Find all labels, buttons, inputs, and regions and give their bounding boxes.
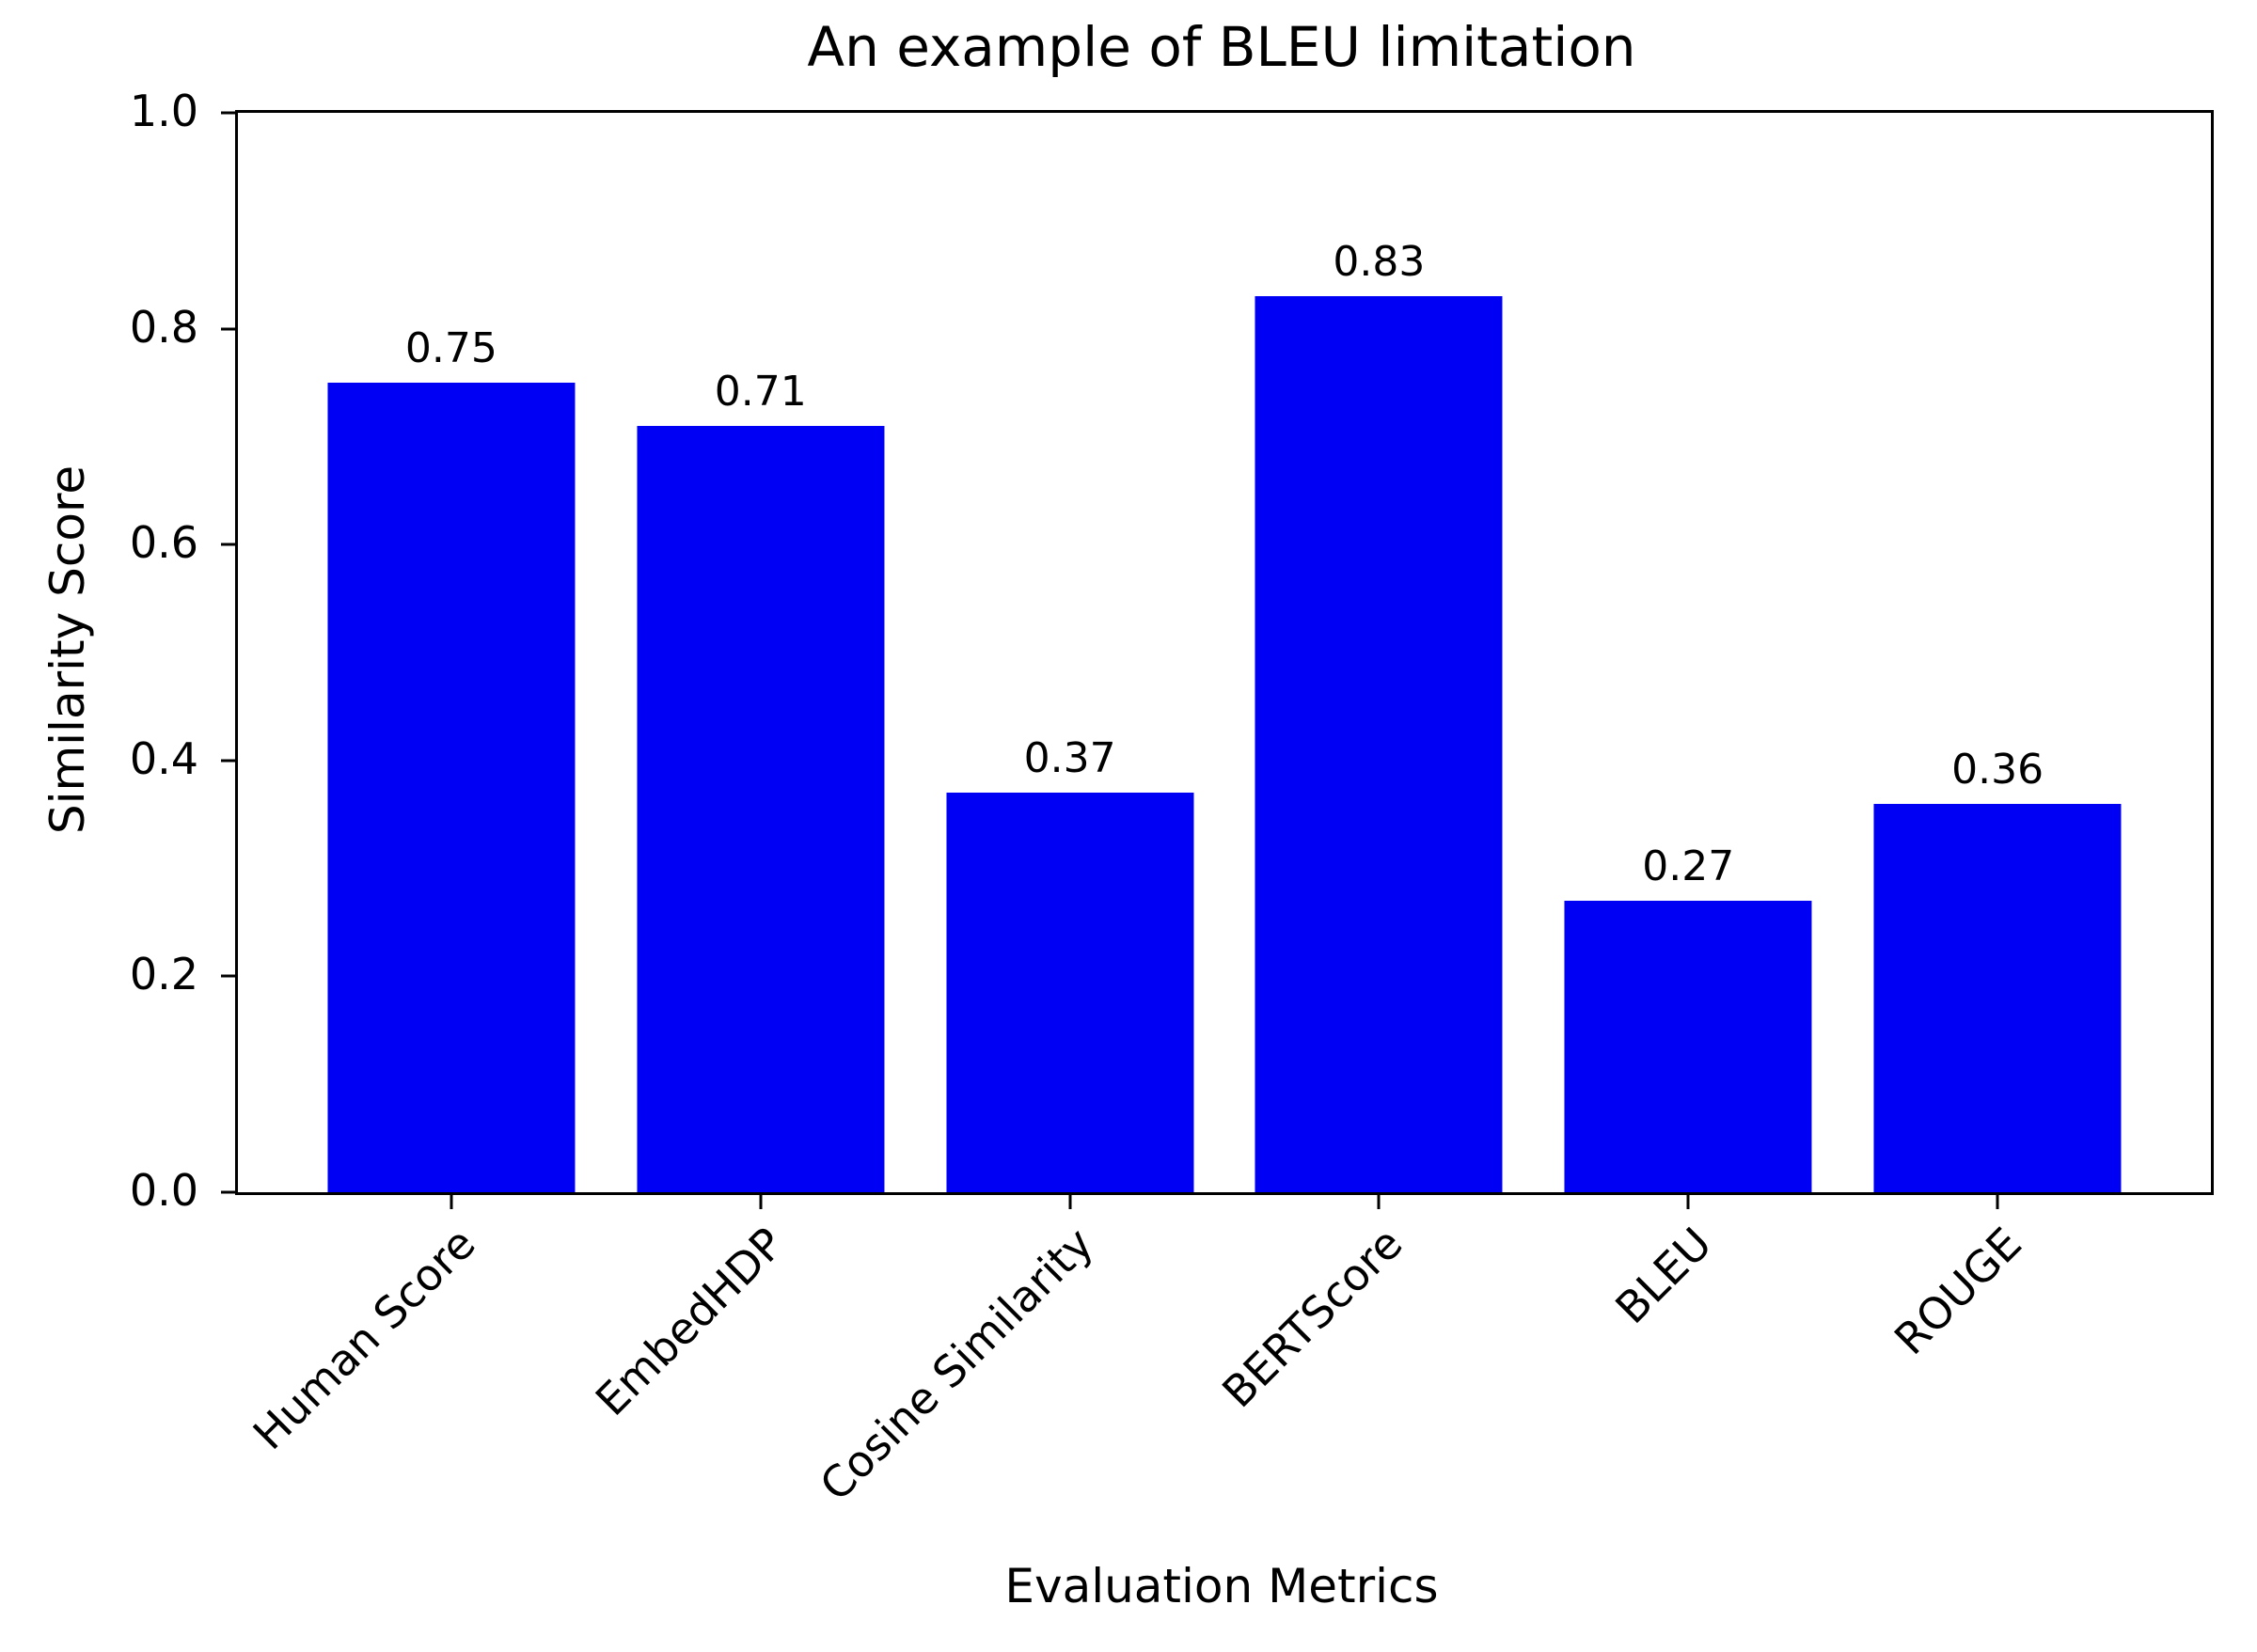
bar-value-label-human-score: 0.75 xyxy=(404,324,497,372)
bar-cosine-similarity xyxy=(946,793,1194,1192)
bar-human-score xyxy=(327,383,576,1192)
y-axis-label: Similarity Score xyxy=(40,464,95,835)
x-tick-label-human-score: Human Score xyxy=(243,1218,485,1460)
x-tick-mark xyxy=(1068,1195,1072,1209)
bar-value-label-bertscore: 0.83 xyxy=(1333,238,1426,287)
x-tick-label-cosine-similarity: Cosine Similarity xyxy=(810,1218,1103,1511)
y-tick-mark xyxy=(221,111,235,115)
bar-value-label-bleu: 0.27 xyxy=(1642,842,1735,891)
y-tick-label: 0.0 xyxy=(129,1165,198,1217)
x-axis-label: Evaluation Metrics xyxy=(1004,1559,1439,1613)
plot-area: 0.75 Human Score 0.71 EmbedHDP 0.37 Cosine Si… xyxy=(130,89,2214,1511)
bar-embedhdp xyxy=(637,425,885,1192)
x-tick-mark xyxy=(1686,1195,1690,1209)
x-tick-mark xyxy=(1996,1195,1999,1209)
x-tick-label-embedhdp: EmbedHDP xyxy=(586,1218,795,1426)
x-tick-mark xyxy=(759,1195,763,1209)
bar-value-label-rouge: 0.36 xyxy=(1951,745,2044,794)
bar-value-label-cosine-similarity: 0.37 xyxy=(1023,734,1116,783)
y-tick-mark xyxy=(221,327,235,331)
y-tick-label: 0.2 xyxy=(129,949,198,1000)
y-tick-label: 0.6 xyxy=(129,517,198,569)
bar-rouge xyxy=(1873,803,2122,1192)
x-tick-label-bleu: BLEU xyxy=(1605,1218,1722,1334)
y-tick-mark xyxy=(221,759,235,763)
bar-value-label-embedhdp: 0.71 xyxy=(714,367,807,416)
bar-bleu xyxy=(1564,901,1812,1192)
chart-title: An example of BLEU limitation xyxy=(807,15,1636,79)
y-tick-mark xyxy=(221,974,235,978)
y-tick-mark xyxy=(221,543,235,546)
x-tick-mark xyxy=(450,1195,453,1209)
x-tick-label-rouge: ROUGE xyxy=(1884,1218,2031,1365)
y-tick-label: 0.4 xyxy=(129,732,198,784)
x-tick-mark xyxy=(1377,1195,1381,1209)
y-tick-label: 0.8 xyxy=(129,301,198,353)
y-tick-mark xyxy=(221,1190,235,1194)
bar-bertscore xyxy=(1255,296,1503,1192)
x-tick-label-bertscore: BERTScore xyxy=(1212,1218,1413,1418)
y-tick-label: 1.0 xyxy=(129,86,198,137)
